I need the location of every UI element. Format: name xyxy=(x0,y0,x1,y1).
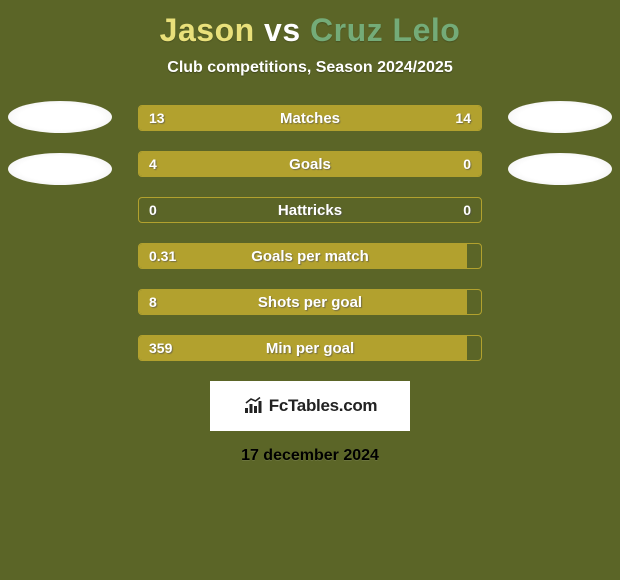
stat-val-left: 13 xyxy=(149,106,165,130)
logo-text: FcTables.com xyxy=(269,396,378,416)
title-vs: vs xyxy=(264,12,301,48)
stat-row: Goals per match0.31 xyxy=(138,243,482,269)
avatars-left xyxy=(8,101,112,205)
stat-label: Min per goal xyxy=(139,336,481,360)
stat-val-left: 359 xyxy=(149,336,172,360)
stats-bars: Matches1314Goals40Hattricks00Goals per m… xyxy=(138,105,482,361)
date-text: 17 december 2024 xyxy=(0,447,620,465)
avatar-right-1 xyxy=(508,101,612,133)
stat-label: Matches xyxy=(139,106,481,130)
stat-row: Min per goal359 xyxy=(138,335,482,361)
avatar-left-1 xyxy=(8,101,112,133)
title-player1: Jason xyxy=(160,12,255,48)
page-title: Jason vs Cruz Lelo xyxy=(0,12,620,49)
stat-val-right: 14 xyxy=(455,106,471,130)
stat-val-right: 0 xyxy=(463,152,471,176)
stat-val-left: 0 xyxy=(149,198,157,222)
title-player2: Cruz Lelo xyxy=(310,12,460,48)
avatars-right xyxy=(508,101,612,205)
avatar-right-2 xyxy=(508,153,612,185)
stat-label: Hattricks xyxy=(139,198,481,222)
stat-row: Goals4 0 xyxy=(138,151,482,177)
stat-val-left: 8 xyxy=(149,290,157,314)
avatar-left-2 xyxy=(8,153,112,185)
subtitle: Club competitions, Season 2024/2025 xyxy=(0,59,620,77)
stat-val-right: 0 xyxy=(463,198,471,222)
stat-val-left: 0.31 xyxy=(149,244,176,268)
stat-label: Shots per goal xyxy=(139,290,481,314)
chart-icon xyxy=(243,397,265,415)
stat-row: Hattricks0 0 xyxy=(138,197,482,223)
stat-label: Goals per match xyxy=(139,244,481,268)
stat-label: Goals xyxy=(139,152,481,176)
stat-row: Shots per goal8 xyxy=(138,289,482,315)
comparison-section: Matches1314Goals40Hattricks00Goals per m… xyxy=(0,105,620,361)
logo-box: FcTables.com xyxy=(210,381,410,431)
stat-row: Matches13 14 xyxy=(138,105,482,131)
comparison-card: Jason vs Cruz Lelo Club competitions, Se… xyxy=(0,0,620,580)
stat-val-left: 4 xyxy=(149,152,157,176)
